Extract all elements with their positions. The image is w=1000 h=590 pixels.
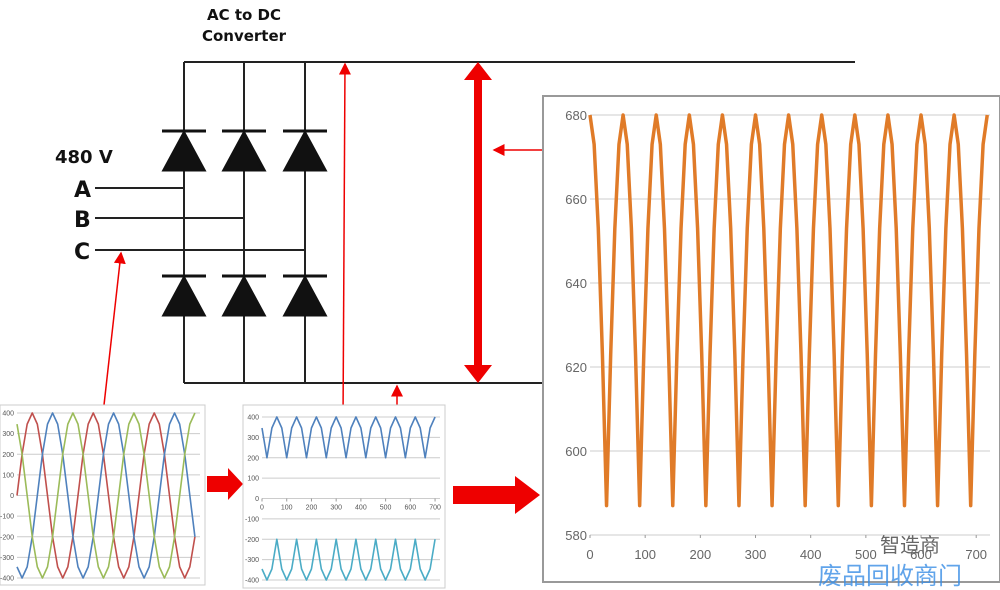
y-tick-label: -200 bbox=[245, 537, 259, 544]
x-tick-label: 600 bbox=[910, 547, 932, 562]
title-line: Converter bbox=[202, 27, 287, 45]
y-tick-label: -100 bbox=[0, 514, 14, 521]
y-tick-label: -100 bbox=[245, 516, 259, 523]
series-line bbox=[16, 412, 196, 579]
x-tick-label: 700 bbox=[429, 505, 441, 512]
y-tick-label: 600 bbox=[565, 444, 587, 459]
x-tick-label: 100 bbox=[634, 547, 656, 562]
series-line bbox=[16, 412, 196, 579]
y-tick-label: 100 bbox=[2, 472, 14, 479]
x-tick-label: 300 bbox=[330, 505, 342, 512]
phase-label: C bbox=[74, 240, 90, 265]
phase-label: B bbox=[74, 208, 91, 233]
x-tick-label: 700 bbox=[965, 547, 987, 562]
series-line bbox=[588, 113, 989, 508]
title-line: AC to DC bbox=[207, 6, 281, 24]
x-tick-label: 500 bbox=[380, 505, 392, 512]
y-tick-label: 0 bbox=[10, 493, 14, 500]
series-line bbox=[261, 416, 436, 459]
chart-frame bbox=[242, 404, 446, 589]
y-tick-label: 400 bbox=[247, 415, 259, 422]
y-tick-label: 300 bbox=[2, 431, 14, 438]
y-tick-label: 200 bbox=[2, 452, 14, 459]
y-tick-label: 400 bbox=[2, 411, 14, 418]
diodes bbox=[161, 129, 328, 317]
circuit: AC to DC Converter 480 V A B C bbox=[55, 6, 855, 384]
y-tick-label: -400 bbox=[0, 576, 14, 583]
y-tick-label: -300 bbox=[0, 555, 14, 562]
y-tick-label: 660 bbox=[565, 192, 587, 207]
x-tick-label: 300 bbox=[745, 547, 767, 562]
y-tick-label: 100 bbox=[247, 476, 259, 483]
wires bbox=[95, 61, 855, 384]
x-tick-label: 0 bbox=[586, 547, 593, 562]
x-tick-label: 200 bbox=[306, 505, 318, 512]
y-tick-label: 580 bbox=[565, 528, 587, 543]
y-tick-label: -300 bbox=[245, 557, 259, 564]
y-tick-label: 0 bbox=[255, 496, 259, 503]
x-tick-label: 400 bbox=[800, 547, 822, 562]
x-tick-label: 100 bbox=[281, 505, 293, 512]
y-tick-label: 200 bbox=[247, 455, 259, 462]
watermark-brand: 智造商 bbox=[880, 533, 940, 557]
y-tick-label: -400 bbox=[245, 578, 259, 585]
x-tick-label: 0 bbox=[260, 505, 264, 512]
y-tick-label: 680 bbox=[565, 108, 587, 123]
series-line bbox=[261, 538, 436, 581]
voltage-label: 480 V bbox=[55, 147, 113, 168]
x-tick-label: 200 bbox=[689, 547, 711, 562]
y-tick-label: 620 bbox=[565, 360, 587, 375]
y-tick-label: 640 bbox=[565, 276, 587, 291]
x-tick-label: 600 bbox=[404, 505, 416, 512]
y-tick-label: -200 bbox=[0, 534, 14, 541]
x-tick-label: 500 bbox=[855, 547, 877, 562]
watermark-site: 废品回收商门 bbox=[818, 562, 962, 590]
y-tick-label: 300 bbox=[247, 435, 259, 442]
series-line bbox=[16, 412, 196, 579]
x-tick-label: 400 bbox=[355, 505, 367, 512]
phase-label: A bbox=[74, 178, 91, 203]
